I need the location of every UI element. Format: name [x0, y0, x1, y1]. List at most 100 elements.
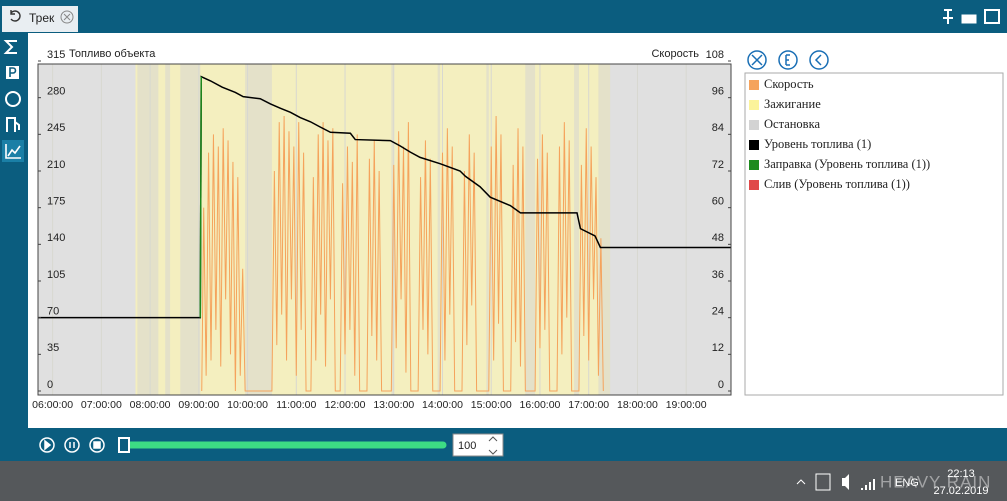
x-tick-label: 18:00:00 [617, 399, 658, 411]
series-line [201, 115, 604, 392]
lines [38, 75, 731, 392]
speed-icon[interactable] [5, 91, 21, 107]
collapse-button[interactable] [809, 50, 829, 70]
y2-axis-title: Скорость [651, 48, 699, 60]
x-tick-label: 10:00:00 [227, 399, 268, 411]
tab-title: Трек [29, 11, 55, 25]
band [165, 64, 171, 395]
y-tick-label: 245 [47, 122, 65, 134]
legend-swatch [749, 140, 759, 150]
print-button[interactable] [961, 14, 977, 24]
x-tick-label: 17:00:00 [568, 399, 609, 411]
speed-spinner[interactable] [488, 436, 498, 455]
y2-tick-label: 108 [706, 49, 724, 61]
band [486, 64, 489, 395]
slider-handle[interactable] [118, 437, 130, 453]
band [180, 64, 201, 395]
x-tick-label: 16:00:00 [520, 399, 561, 411]
y2-tick-label: 0 [718, 379, 724, 391]
legend-label: Уровень топлива (1) [764, 137, 871, 151]
legend-items: Скорость Зажигание Остановка Уровень топлив… [749, 77, 930, 191]
legend-label: Заправка (Уровень топлива (1)) [764, 157, 930, 171]
taskbar [0, 461, 1007, 501]
watermark: HEAVY RAIN [880, 472, 991, 491]
legend-swatch [749, 180, 759, 190]
clock-date[interactable]: 27.02.2019 [933, 485, 988, 497]
band [391, 64, 394, 395]
x-tick-label: 07:00:00 [81, 399, 122, 411]
band [598, 64, 611, 395]
sum-icon[interactable] [3, 40, 17, 54]
legend-label: Зажигание [764, 97, 821, 111]
y2-tick-label: 84 [712, 122, 724, 134]
clock-time[interactable]: 22:13 [947, 468, 975, 480]
band [437, 64, 441, 395]
legend-swatch [749, 80, 759, 90]
fuel-icon[interactable] [6, 117, 20, 132]
x-tick-label: 14:00:00 [422, 399, 463, 411]
x-tick-label: 15:00:00 [471, 399, 512, 411]
y-tick-label: 315 [47, 49, 65, 61]
legend [744, 72, 1004, 396]
window-tools [943, 9, 1000, 24]
y2-tick-label: 60 [712, 196, 724, 208]
y2-tick-label: 48 [712, 232, 724, 244]
tray-volume[interactable] [842, 474, 849, 490]
chart-icon[interactable] [2, 140, 24, 162]
y-tick-label: 210 [47, 159, 65, 171]
band [137, 64, 159, 395]
y-tick-label: 35 [47, 342, 59, 354]
play-button[interactable] [39, 437, 55, 453]
legend-button[interactable] [778, 50, 798, 70]
language[interactable]: ENG [895, 477, 919, 489]
legend-swatch [749, 160, 759, 170]
pause-button[interactable] [64, 437, 80, 453]
top-bar [0, 0, 1007, 33]
y-axis-title: Топливо объекта [69, 48, 156, 60]
tray-network[interactable] [861, 479, 875, 490]
legend-tools [747, 50, 829, 70]
x-tick-label: 09:00:00 [178, 399, 219, 411]
zoom-fit-button[interactable] [747, 50, 767, 70]
legend-label: Остановка [764, 117, 820, 131]
band [525, 64, 536, 395]
x-tick-label: 06:00:00 [32, 399, 73, 411]
y2-tick-label: 24 [712, 306, 724, 318]
parking-icon[interactable] [6, 66, 19, 79]
sidebar [0, 33, 28, 428]
band [38, 64, 136, 395]
y-tick-label: 175 [47, 196, 65, 208]
y-tick-label: 0 [47, 379, 53, 391]
y-tick-label: 70 [47, 306, 59, 318]
y2-tick-label: 96 [712, 86, 724, 98]
series-line [199, 76, 203, 318]
pin-button[interactable] [943, 9, 953, 24]
band [574, 64, 579, 395]
legend-swatch [749, 120, 759, 130]
x-tick-label: 19:00:00 [666, 399, 707, 411]
series-line [38, 75, 731, 319]
x-tick-label: 12:00:00 [325, 399, 366, 411]
axes: 06:00:00 07:00:00 08:00:00 09:00:00 10:00:00… [32, 49, 731, 411]
tray-battery[interactable] [815, 473, 831, 491]
bands [38, 64, 731, 395]
y2-tick-label: 72 [712, 159, 724, 171]
speed-value: 100 [458, 440, 476, 452]
tray-arrow[interactable] [796, 479, 806, 485]
legend-label: Скорость [764, 77, 814, 91]
tab-close[interactable] [60, 10, 74, 24]
x-tick-label: 08:00:00 [130, 399, 171, 411]
window-button[interactable] [984, 9, 1000, 24]
legend-label: Слив (Уровень топлива (1)) [764, 177, 910, 191]
plot-frame [37, 63, 732, 396]
x-tick-label: 13:00:00 [373, 399, 414, 411]
band [245, 64, 272, 395]
stop-button[interactable] [89, 437, 105, 453]
y-tick-label: 105 [47, 269, 65, 281]
tab-icon [10, 10, 21, 22]
y-tick-label: 140 [47, 232, 65, 244]
legend-swatch [749, 100, 759, 110]
y2-tick-label: 12 [712, 342, 724, 354]
band [610, 64, 731, 395]
